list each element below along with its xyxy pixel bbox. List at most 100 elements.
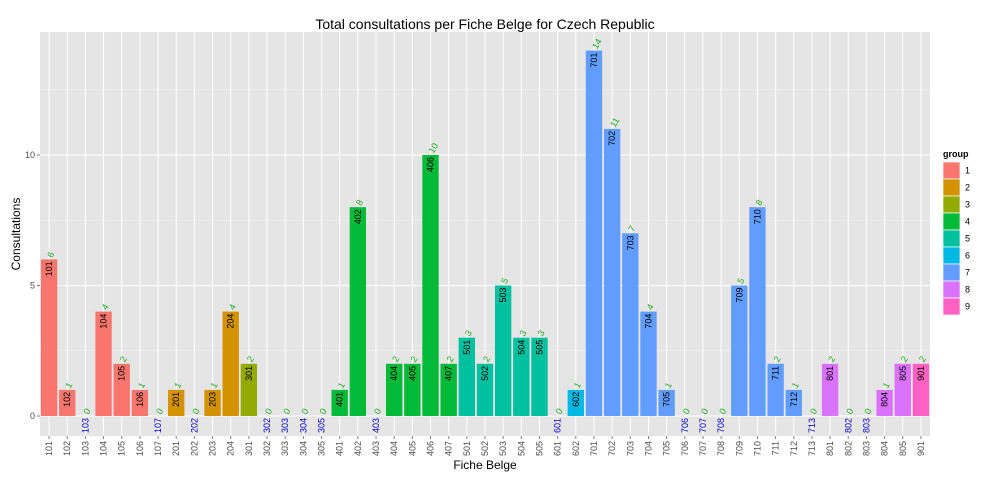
bar-category-label: 202 [189, 418, 199, 433]
x-tick-label: 107 [153, 441, 163, 456]
bar-category-label: 203 [208, 392, 218, 407]
bar-value-label: 2 [390, 354, 401, 363]
legend: group 1 2 3 4 5 6 7 8 9 [942, 149, 970, 316]
bar-category-label: 901 [916, 366, 926, 381]
bar-value-label: 1 [336, 381, 347, 390]
bar [40, 259, 58, 416]
bar-category-label: 704 [643, 314, 653, 329]
value-labels: 1016102110301044105210611070201120202031… [44, 37, 928, 433]
bar-category-label: 305 [317, 418, 327, 433]
bar-value-label: 0 [299, 407, 310, 416]
x-tick-label: 505 [534, 441, 544, 456]
bar-value-label: 1 [63, 381, 74, 390]
bar [95, 311, 112, 416]
bar-category-label: 204 [226, 314, 236, 329]
bar-value-label: 8 [354, 198, 365, 207]
legend-label: 1 [965, 166, 970, 176]
bar [458, 337, 476, 416]
bar [622, 233, 639, 416]
y-tick-label: 5 [30, 281, 35, 291]
x-tick-label: 203 [208, 441, 218, 456]
bar-value-label: 1 [663, 381, 674, 390]
bar-category-label: 701 [589, 53, 599, 68]
legend-label: 5 [965, 234, 970, 244]
bar-value-label: 3 [517, 328, 528, 337]
x-tick-label: 703 [625, 441, 635, 456]
x-tick-label: 201 [171, 441, 181, 456]
bar-value-label: 2 [481, 354, 492, 363]
bar [821, 363, 839, 416]
legend-label: 9 [965, 302, 970, 312]
x-tick-label: 701 [589, 441, 599, 456]
bar-category-label: 105 [117, 366, 127, 381]
bar-value-label: 2 [826, 354, 837, 363]
bar [912, 363, 930, 416]
bar-category-label: 705 [662, 392, 672, 407]
bar-category-label: 801 [825, 366, 835, 381]
bar-value-label: 0 [318, 407, 329, 416]
legend-label: 7 [965, 268, 970, 278]
bar [531, 337, 548, 416]
x-tick-label: 705 [662, 441, 672, 456]
x-tick-label: 302 [262, 441, 272, 456]
x-tick-label: 406 [426, 441, 436, 456]
bar-category-label: 402 [353, 209, 363, 224]
bar-value-label: 6 [45, 250, 56, 259]
legend-label: 4 [965, 217, 970, 227]
bar-category-label: 601 [553, 418, 563, 433]
bar-value-label: 2 [118, 354, 129, 363]
legend-label: 6 [965, 251, 970, 261]
x-tick-label: 106 [135, 441, 145, 456]
legend-swatch [942, 297, 961, 316]
bar-value-label: 1 [209, 381, 220, 390]
x-tick-label: 708 [716, 441, 726, 456]
bar [749, 207, 766, 416]
x-tick-label: 407 [444, 441, 454, 456]
bar-value-label: 0 [281, 407, 292, 416]
bar-category-label: 406 [426, 157, 436, 172]
x-tick-label: 805 [898, 441, 908, 456]
legend-swatch [942, 161, 961, 180]
x-tick-label: 202 [189, 441, 199, 456]
bar-category-label: 302 [262, 418, 272, 433]
bar-value-label: 2 [245, 354, 256, 363]
x-tick-label: 402 [353, 441, 363, 456]
bar-category-label: 804 [880, 392, 890, 407]
bar [331, 389, 348, 416]
bar-value-label: 8 [754, 198, 765, 207]
legend-label: 2 [965, 183, 970, 193]
bar-value-label: 0 [699, 407, 710, 416]
bar-value-label: 7 [626, 224, 637, 233]
bar [494, 285, 512, 416]
bar-category-label: 106 [135, 392, 145, 407]
legend-swatch [942, 195, 961, 214]
bar-category-label: 803 [861, 418, 871, 433]
bar-category-label: 102 [62, 392, 72, 407]
bar-value-label: 11 [608, 116, 621, 129]
bar-value-label: 1 [172, 381, 183, 390]
bar [513, 337, 530, 416]
bar-category-label: 703 [625, 235, 635, 250]
bar-value-label: 2 [408, 354, 419, 363]
bar-value-label: 1 [572, 381, 583, 390]
bar-value-label: 0 [717, 407, 728, 416]
legend-swatch [942, 212, 961, 231]
legend-swatch [942, 263, 961, 282]
bar [59, 389, 76, 416]
bar-category-label: 602 [571, 392, 581, 407]
bar-category-label: 805 [898, 366, 908, 381]
bar-category-label: 401 [335, 392, 345, 407]
bar-value-label: 1 [881, 381, 892, 390]
chart-title: Total consultations per Fiche Belge for … [315, 16, 654, 32]
legend-title: group [943, 149, 969, 159]
bar-value-label: 2 [445, 354, 456, 363]
bar-category-label: 104 [99, 314, 109, 329]
bar [440, 363, 457, 416]
x-tick-label: 303 [280, 441, 290, 456]
x-tick-label: 403 [371, 441, 381, 456]
legend-swatch [942, 229, 961, 248]
bar-value-label: 1 [790, 381, 801, 390]
x-tick-label: 601 [553, 441, 563, 456]
bar-category-label: 709 [734, 288, 744, 303]
x-tick-label: 901 [916, 441, 926, 456]
